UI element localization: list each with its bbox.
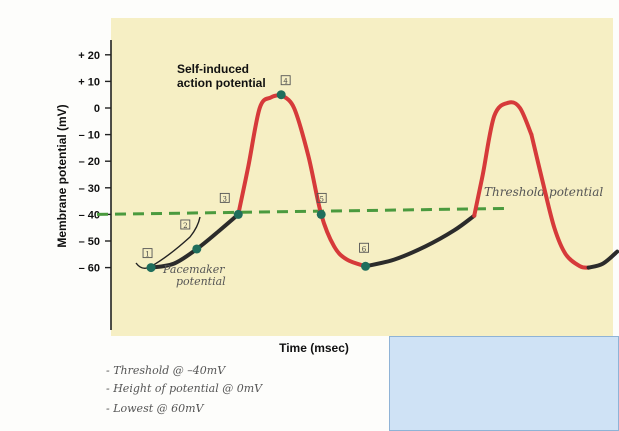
point-label-box-6: [359, 242, 369, 253]
point-label-box-4: [280, 75, 291, 86]
note-threshold: - Threshold @ –40mV: [106, 364, 226, 377]
note-lowest: - Lowest @ 60mV: [106, 402, 205, 415]
point-5: [316, 209, 326, 219]
y-tick-label: + 10: [78, 76, 100, 88]
point-label-box-1: [142, 248, 153, 259]
note-height: - Height of potential @ 0mV: [106, 382, 263, 395]
y-axis-label: Membrane potential (mV): [55, 104, 69, 247]
pacemaker-bracket: [135, 216, 201, 270]
point-label-box-2: [180, 219, 191, 230]
point-label-2: 2: [183, 222, 187, 230]
threshold-line: [96, 206, 511, 216]
series-depolarization-line: [472, 100, 534, 218]
annotation-self-induced-line2: action potential: [177, 76, 266, 90]
y-tick-label: – 50: [79, 236, 100, 248]
point-label-box-5: [316, 192, 327, 203]
point-group: 1 2 3 4 5 6: [142, 75, 371, 273]
blue-panel: [389, 336, 619, 431]
annotation-self-induced-line1: Self-induced: [177, 62, 249, 76]
point-label-4: 4: [283, 78, 288, 86]
point-label-3: 3: [223, 195, 227, 203]
point-6: [361, 261, 371, 271]
plot-area: [111, 18, 613, 336]
point-4: [276, 90, 286, 100]
y-tick-label: – 30: [79, 183, 100, 195]
series-depolarization-line: [236, 92, 284, 217]
y-tick-label: – 10: [79, 130, 100, 142]
annotation-pacemaker-line2: potential: [176, 275, 226, 288]
y-tick-label: 0: [94, 103, 100, 115]
point-label-box-3: [219, 192, 230, 203]
point-2: [192, 244, 202, 254]
y-tick-label: + 20: [78, 50, 100, 62]
point-label-5: 5: [319, 195, 323, 203]
y-tick-label: – 40: [79, 209, 100, 221]
series-pacemaker-line: [586, 249, 619, 270]
annotation-pacemaker-line1: Pacemaker: [162, 263, 225, 276]
point-label-6: 6: [362, 245, 367, 253]
x-axis-label: Time (msec): [279, 341, 349, 355]
series-pacemaker-line: [363, 213, 477, 269]
series-repolarization-line: [529, 132, 591, 270]
y-tick-label: – 20: [79, 156, 100, 168]
point-label-1: 1: [145, 251, 149, 259]
y-tick-group: + 20 + 10 0 – 10 – 20 – 30 – 40 – 50 – 60: [78, 50, 111, 275]
y-tick-label: – 60: [79, 263, 100, 275]
point-3: [233, 209, 243, 219]
point-1: [146, 263, 156, 273]
